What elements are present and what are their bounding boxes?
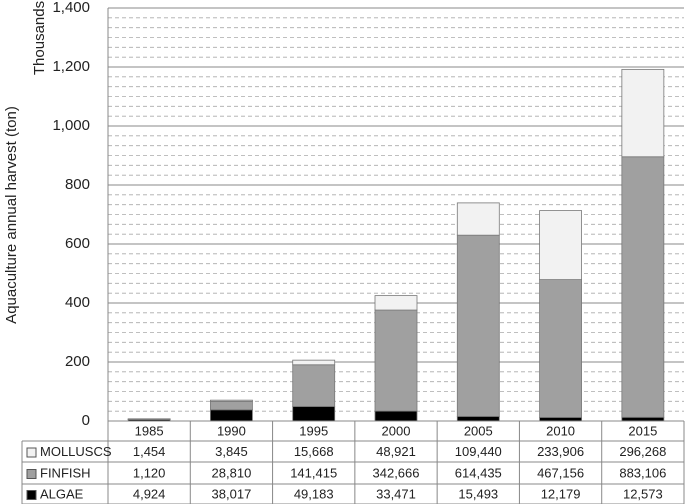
bar-segment xyxy=(456,234,500,417)
legend-label: FINFISH xyxy=(40,465,91,480)
table-value: 48,921 xyxy=(376,444,416,459)
y-tick-label: 600 xyxy=(65,235,90,252)
bar-segment xyxy=(210,399,253,402)
bar-segment xyxy=(456,416,500,422)
table-value: 33,471 xyxy=(376,486,416,501)
legend-swatch xyxy=(26,490,37,500)
table-value: 109,440 xyxy=(455,444,502,459)
x-tick-label: 2000 xyxy=(382,423,411,438)
y-unit-label: Thousands xyxy=(31,1,48,75)
bar-segment xyxy=(210,400,253,411)
table-value: 342,666 xyxy=(373,465,420,480)
bar-segment xyxy=(210,409,253,422)
legend-swatch xyxy=(26,469,37,479)
legend-label: ALGAE xyxy=(40,486,84,501)
table-value: 883,106 xyxy=(619,465,666,480)
table-value: 49,183 xyxy=(294,486,334,501)
bar-segment xyxy=(539,279,582,418)
legend-label: MOLLUSCS xyxy=(40,444,112,459)
y-axis-label: Aquaculture annual harvest (ton) xyxy=(3,106,20,324)
table-value: 3,845 xyxy=(215,444,248,459)
table-value: 12,179 xyxy=(541,486,581,501)
x-tick-label: 1990 xyxy=(217,423,246,438)
y-tick-label: 1,200 xyxy=(52,58,90,75)
y-tick-label: 1,400 xyxy=(52,0,90,16)
x-tick-label: 1985 xyxy=(135,423,164,438)
bar-segment xyxy=(621,416,665,422)
table-value: 296,268 xyxy=(619,444,666,459)
y-tick-label: 0 xyxy=(82,412,90,429)
bar-segment xyxy=(292,406,336,422)
bar-segment xyxy=(539,417,582,422)
x-tick-label: 2015 xyxy=(628,423,657,438)
bar-segment xyxy=(374,295,418,311)
bar-segment xyxy=(292,359,336,366)
table-value: 233,906 xyxy=(537,444,584,459)
table-value: 1,454 xyxy=(133,444,166,459)
bar-segment xyxy=(374,309,418,412)
table-value: 15,493 xyxy=(458,486,498,501)
y-tick-label: 400 xyxy=(65,294,90,311)
table-value: 4,924 xyxy=(133,486,166,501)
bar-segment xyxy=(292,364,336,407)
x-tick-label: 2005 xyxy=(464,423,493,438)
table-value: 38,017 xyxy=(212,486,252,501)
bar-segment xyxy=(456,202,500,236)
bar-segment xyxy=(374,410,418,422)
table-value: 12,573 xyxy=(623,486,663,501)
table-value: 614,435 xyxy=(455,465,502,480)
bar-segment xyxy=(539,210,582,280)
table-value: 1,120 xyxy=(133,465,166,480)
y-tick-label: 1,000 xyxy=(52,117,90,134)
x-tick-label: 2010 xyxy=(546,423,575,438)
table-value: 28,810 xyxy=(212,465,252,480)
table-value: 467,156 xyxy=(537,465,584,480)
bar-segment xyxy=(621,156,665,418)
legend-swatch xyxy=(26,447,37,458)
table-value: 141,415 xyxy=(290,465,337,480)
x-tick-label: 1995 xyxy=(299,423,328,438)
y-tick-label: 800 xyxy=(65,176,90,193)
bar-segment xyxy=(621,68,665,158)
table-value: 15,668 xyxy=(294,444,334,459)
y-tick-label: 200 xyxy=(65,353,90,370)
